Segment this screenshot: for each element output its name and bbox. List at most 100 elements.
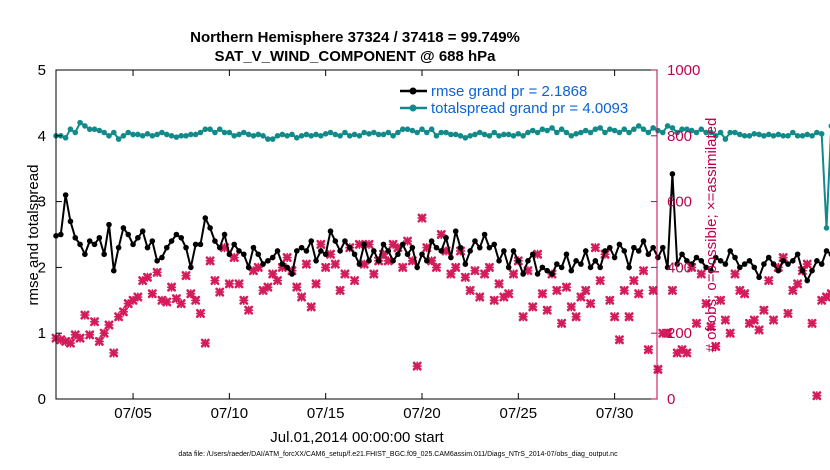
totalspread-point (780, 133, 786, 139)
rmse-point (67, 218, 74, 225)
obs-marker (94, 336, 104, 347)
rmse-point (587, 264, 594, 271)
totalspread-point (351, 131, 358, 138)
totalspread-point (443, 129, 449, 136)
obs-marker (783, 308, 793, 319)
obs-marker (398, 262, 408, 273)
obs-marker (537, 289, 547, 299)
totalspread-point (549, 125, 555, 131)
rmse-point (635, 248, 642, 254)
obs-marker (166, 282, 177, 292)
totalspread-point (414, 129, 420, 136)
totalspread-point (727, 129, 733, 136)
obs-marker (740, 289, 750, 299)
obs-marker (768, 315, 779, 325)
obs-marker (427, 256, 437, 266)
totalspread-point (765, 131, 772, 138)
totalspread-point (322, 131, 329, 137)
rmse-point (337, 248, 343, 254)
rmse-point (322, 251, 329, 258)
obs-marker (239, 295, 249, 305)
rmse-point (804, 277, 811, 284)
totalspread-point (544, 127, 551, 134)
x-tick-label: 07/30 (596, 405, 634, 422)
totalspread-point (659, 129, 666, 136)
totalspread-point (645, 129, 652, 136)
totalspread-point (607, 126, 613, 133)
y-tick-label-left: 2 (38, 259, 46, 276)
totalspread-point (265, 136, 271, 142)
obs-marker (557, 318, 567, 328)
rmse-point (712, 254, 719, 261)
rmse-point (82, 251, 88, 258)
rmse-point (650, 244, 656, 251)
chart-title-line2: SAT_V_WIND_COMPONENT @ 688 hPa (214, 48, 496, 65)
obs-marker (489, 295, 499, 305)
obs-marker (542, 305, 552, 315)
totalspread-point (433, 133, 440, 139)
rmse-point (607, 244, 613, 251)
obs-marker (793, 279, 803, 289)
y-tick-label-left: 1 (38, 325, 46, 342)
obs-marker (494, 279, 504, 289)
rmse-point (520, 271, 526, 277)
obs-marker (629, 275, 639, 286)
totalspread-point (96, 127, 103, 134)
rmse-point (120, 225, 127, 231)
right-axis: 0 200 400 600 800 1000 (651, 62, 700, 408)
obs-marker (749, 315, 759, 325)
obs-marker (306, 302, 316, 312)
rmse-point (611, 254, 618, 261)
obs-marker (244, 305, 254, 315)
totalspread-point (732, 129, 738, 136)
rmse-point (212, 238, 218, 244)
obs-marker (412, 361, 422, 371)
totalspread-point (481, 131, 488, 138)
rmse-point (751, 264, 758, 271)
rmse-point (135, 234, 141, 241)
rmse-point (361, 241, 368, 248)
rmse-point (684, 258, 690, 264)
totalspread-point (655, 127, 661, 134)
totalspread-point (428, 126, 435, 133)
rmse-point (428, 238, 435, 244)
y-axis-label-left: rmse and totalspread (25, 165, 42, 306)
obs-marker (205, 256, 215, 266)
rmse-point (236, 248, 242, 254)
rmse-point (659, 244, 666, 251)
rmse-point (327, 228, 334, 235)
rmse-point (602, 248, 608, 254)
totalspread-point (385, 129, 392, 136)
obs-marker (460, 272, 470, 282)
rmse-point (790, 258, 796, 264)
totalspread-point (708, 129, 714, 136)
rmse-point (269, 254, 276, 261)
totalspread-point (192, 131, 199, 138)
obs-marker (109, 348, 119, 358)
totalspread-point (804, 131, 811, 138)
obs-marker (335, 285, 345, 296)
obs-marker (826, 289, 830, 299)
rmse-point (255, 251, 262, 258)
rmse-point (597, 264, 603, 271)
obs-marker (104, 320, 114, 330)
obs-marker (595, 275, 605, 286)
plot-area (51, 119, 830, 401)
totalspread-point (72, 129, 79, 136)
obs-marker (479, 269, 490, 279)
obs-marker (176, 298, 186, 309)
totalspread-point (534, 129, 541, 136)
rmse-point (241, 251, 247, 258)
obs-marker (268, 269, 278, 279)
totalspread-point (91, 126, 98, 133)
totalspread-point (135, 131, 141, 138)
totalspread-point (640, 126, 647, 133)
rmse-point (481, 231, 488, 238)
rmse-point (351, 251, 358, 258)
totalspread-point (452, 131, 459, 138)
rmse-point (448, 254, 454, 261)
obs-marker (634, 289, 644, 299)
totalspread-point (409, 127, 416, 134)
rmse-point (505, 264, 512, 271)
x-axis-label: Jul.01,2014 00:00:00 start (270, 429, 444, 446)
